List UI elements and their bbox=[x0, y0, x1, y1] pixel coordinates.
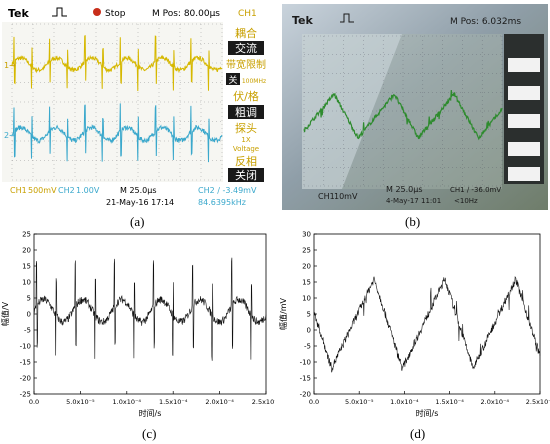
y-tick-label: -25 bbox=[20, 391, 31, 399]
y-tick-label: -5 bbox=[24, 327, 31, 335]
y-tick-label: -5 bbox=[304, 343, 311, 351]
y-tick-label: 0 bbox=[27, 311, 31, 319]
y-tick-label: -10 bbox=[20, 343, 31, 351]
signal-line bbox=[313, 275, 541, 373]
y-tick-label: 5 bbox=[27, 295, 31, 303]
ch1-scale-b: 10mV bbox=[334, 192, 358, 201]
ch2-scale: 1.00V bbox=[76, 186, 100, 195]
timebase-b: M 25.0µs bbox=[386, 185, 423, 194]
y-axis-label: 幅值/V bbox=[0, 301, 10, 326]
x-tick-label: 2.0x10⁻⁴ bbox=[481, 398, 510, 406]
y-tick-label: -10 bbox=[300, 359, 311, 367]
trigger-a: CH2 ∕ -3.49mV bbox=[198, 186, 257, 195]
menu-bw-limit[interactable]: 带宽限制 bbox=[226, 58, 266, 71]
side-menu-b[interactable] bbox=[508, 58, 540, 181]
y-tick-label: 25 bbox=[302, 247, 311, 255]
y-tick-label: -15 bbox=[300, 375, 311, 383]
menu-coupling[interactable]: 耦合 bbox=[235, 26, 257, 40]
x-tick-label: 2.5x10⁻⁴ bbox=[526, 398, 550, 406]
ch1-marker: 1→ bbox=[4, 61, 16, 70]
x-tick-label: 1.0x10⁻⁴ bbox=[113, 398, 142, 406]
y-tick-label: 15 bbox=[22, 263, 31, 271]
x-tick-label: 5.0x10⁻⁵ bbox=[66, 398, 95, 406]
menu-ac[interactable]: 交流 bbox=[235, 41, 257, 55]
y-tick-label: 25 bbox=[22, 231, 31, 239]
ch2-marker: 2→ bbox=[4, 131, 16, 140]
x-tick-label: 2.5x10⁻⁴ bbox=[252, 398, 275, 406]
panel-b: Tek M Pos: 6.032ms CH1 10mV M 25.0µs CH1… bbox=[282, 4, 548, 210]
date-a: 21-May-16 17:14 bbox=[106, 198, 174, 207]
y-tick-label: -15 bbox=[20, 359, 31, 367]
plot-frame bbox=[313, 233, 541, 395]
trigger-edge-icon-b bbox=[340, 13, 354, 23]
y-tick-label: -20 bbox=[20, 375, 31, 383]
caption-b: (b) bbox=[405, 214, 421, 229]
y-tick-label: 20 bbox=[302, 263, 311, 271]
menu-off[interactable]: 关 bbox=[228, 74, 237, 86]
x-axis-label: 时间/s bbox=[416, 408, 439, 418]
caption-c: (c) bbox=[142, 426, 157, 441]
x-tick-label: 0.0 bbox=[309, 398, 319, 406]
stop-indicator-icon bbox=[93, 8, 101, 16]
menu-voltage: Voltage bbox=[233, 145, 259, 153]
side-menu-a[interactable]: 耦合 交流 带宽限制 关 100MHz 伏/格 粗调 探头 1X Voltage… bbox=[226, 26, 266, 182]
x-tick-label: 1.0x10⁻⁴ bbox=[390, 398, 419, 406]
ch1-label-b: CH1 bbox=[318, 192, 335, 201]
menu-probe[interactable]: 探头 bbox=[235, 122, 257, 135]
y-tick-label: 5 bbox=[307, 311, 311, 319]
oscilloscope-b: Tek M Pos: 6.032ms CH1 10mV M 25.0µs CH1… bbox=[282, 4, 548, 210]
panel-d: 30 25 20 15 10 5 0 -5 -10 -15 -20 0.0 5.0x10⁻⁵ 1.0x10… bbox=[278, 226, 550, 426]
y-tick-label: 10 bbox=[302, 295, 311, 303]
y-tick-label: -20 bbox=[300, 391, 311, 399]
chart-d: 30 25 20 15 10 5 0 -5 -10 -15 -200.0 5.0x10⁻⁵ 1.0x10… bbox=[278, 231, 550, 419]
trigger-edge-icon bbox=[52, 7, 67, 17]
chart-c: 25 20 15 10 5 0 -5 -10 -15 -20 -250.0 5.0x10⁻⁵ 1.0x1… bbox=[0, 231, 281, 419]
m-pos-b: M Pos: 6.032ms bbox=[450, 17, 521, 27]
x-tick-label: 1.5x10⁻⁴ bbox=[159, 398, 188, 406]
run-state: Stop bbox=[105, 9, 126, 19]
y-axis-label: 幅值/mV bbox=[278, 297, 288, 329]
ch2-label: CH2 bbox=[58, 186, 75, 195]
menu-100mhz: 100MHz bbox=[242, 78, 266, 85]
freq-b: <10Hz bbox=[454, 197, 478, 205]
x-tick-label: 1.5x10⁻⁴ bbox=[435, 398, 464, 406]
x-axis-label: 时间/s bbox=[139, 408, 162, 418]
y-tick-label: 10 bbox=[22, 279, 31, 287]
x-tick-label: 0.0 bbox=[29, 398, 39, 406]
menu-volts-div[interactable]: 伏/格 bbox=[233, 89, 259, 103]
y-tick-label: 0 bbox=[307, 327, 311, 335]
panel-a: Tek Stop M Pos: 80.00µs CH1 1→ 2→ 耦合 交流 … bbox=[2, 2, 270, 210]
menu-invert-off[interactable]: 关闭 bbox=[235, 168, 257, 182]
trace-ch2 bbox=[11, 103, 223, 163]
oscilloscope-a: Tek Stop M Pos: 80.00µs CH1 1→ 2→ 耦合 交流 … bbox=[2, 2, 270, 210]
x-tick-label: 5.0x10⁻⁵ bbox=[345, 398, 374, 406]
m-pos-a: M Pos: 80.00µs bbox=[152, 9, 220, 19]
channel-label-a: CH1 bbox=[238, 9, 257, 19]
menu-invert[interactable]: 反相 bbox=[235, 155, 257, 168]
panel-c: 25 20 15 10 5 0 -5 -10 -15 -20 -25 0.0 5.0x10⁻⁵ 1.0x1… bbox=[0, 226, 281, 426]
signal-line bbox=[33, 257, 267, 361]
y-tick-label: 20 bbox=[22, 247, 31, 255]
caption-a: (a) bbox=[130, 214, 145, 229]
freq-a: 84.6395kHz bbox=[198, 198, 246, 207]
ch1-label: CH1 bbox=[10, 186, 27, 195]
ch1-scale: 500mV bbox=[28, 186, 57, 195]
menu-probe-1x: 1X bbox=[241, 136, 250, 144]
graticule-b bbox=[303, 35, 503, 187]
y-tick-label: 15 bbox=[302, 279, 311, 287]
caption-d: (d) bbox=[410, 426, 426, 441]
x-tick-label: 2.0x10⁻⁴ bbox=[205, 398, 234, 406]
tek-logo-b: Tek bbox=[292, 14, 314, 27]
trace-b bbox=[303, 89, 503, 141]
menu-coarse[interactable]: 粗调 bbox=[235, 106, 257, 119]
trace-ch1 bbox=[11, 35, 223, 92]
date-b: 4-May-17 11:01 bbox=[386, 197, 441, 205]
trigger-b: CH1 ∕ -36.0mV bbox=[450, 186, 501, 194]
tek-logo-a: Tek bbox=[8, 7, 30, 20]
y-tick-label: 30 bbox=[302, 231, 311, 239]
timebase-a: M 25.0µs bbox=[120, 186, 157, 195]
